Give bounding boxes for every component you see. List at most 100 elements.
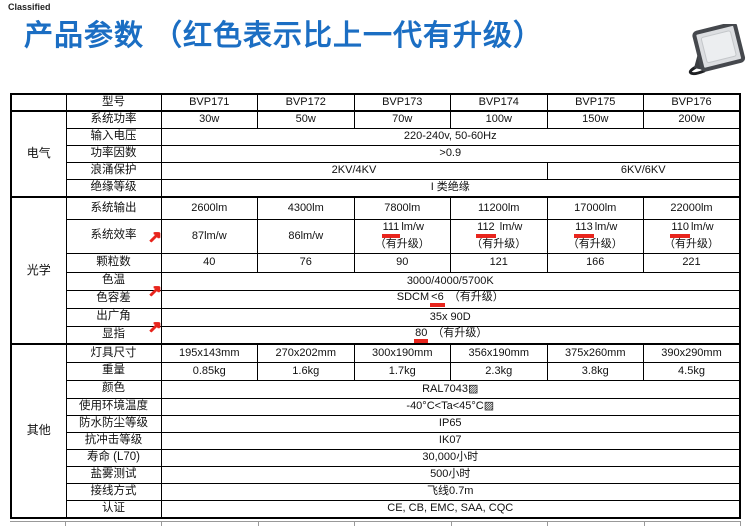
upgrade-note: （有升级）	[567, 237, 623, 250]
value-cell-upgraded: 110 lm/w （有升级）	[643, 218, 741, 254]
unit: lm/w	[496, 221, 523, 234]
table-row: 出广角 35x 90D	[11, 307, 741, 327]
table-row: 电气 系统功率 30w 50w 70w 100w 150w 200w	[10, 110, 741, 198]
table-row: 重量 0.85kg 1.6kg 1.7kg 2.3kg 3.8kg 4.5kg	[11, 361, 741, 381]
value-cell-upgraded: 113 lm/w （有升级）	[546, 218, 644, 254]
spec-table: 型号 BVP171 BVP172 BVP173 BVP174 BVP175 BV…	[10, 93, 741, 520]
group-label-optical: 光学	[10, 195, 67, 345]
value-cell: 87lm/w	[160, 218, 258, 254]
row-label-lifetime: 寿命 (L70)	[65, 448, 162, 467]
value-cell: 2KV/4KV	[160, 161, 548, 180]
table-row: 抗冲击等级 IK07	[11, 431, 741, 450]
floodlight-bracket	[688, 64, 711, 76]
table-row: 盐雾测试 500小时	[11, 465, 741, 484]
upgraded-value: 110	[670, 222, 690, 238]
table-row: 其他 灯具尺寸 195x143mm 270x202mm 300x190mm 35…	[10, 343, 741, 519]
upgrade-note: （有升级）	[471, 237, 527, 250]
classification-label: Classified	[8, 2, 51, 12]
model-header: BVP175	[546, 93, 644, 112]
value-cell: 200w	[643, 110, 741, 129]
value-cell: 121	[450, 252, 548, 273]
model-header: BVP176	[643, 93, 741, 112]
table-row: 色温 3000/4000/5700K	[11, 271, 741, 291]
upgraded-value: 113	[574, 222, 594, 238]
table-row: 防水防尘等级 IP65	[11, 414, 741, 433]
value-cell: 3000/4000/5700K	[160, 271, 741, 291]
row-label-text: 显指	[102, 328, 125, 341]
value-cell: 356x190mm	[450, 343, 548, 363]
value-cell: 220-240v, 50-60Hz	[160, 127, 741, 146]
partial-cell	[548, 522, 645, 526]
row-label-cct: 色温	[65, 271, 162, 291]
model-header: BVP172	[257, 93, 355, 112]
value-cell: 飞线0.7m	[160, 482, 741, 501]
upgrade-arrow-icon: ↗	[148, 228, 162, 246]
upgrade-arrow-icon: ↗	[148, 318, 162, 336]
table-row: 使用环境温度 -40°C<Ta<45°C▨	[11, 397, 741, 416]
partial-cell	[452, 522, 548, 526]
value-cell: 500小时	[160, 465, 741, 484]
row-label-pf: 功率因数	[65, 144, 162, 163]
value-cell: 22000lm	[643, 196, 741, 220]
row-label-text: 系统效率	[90, 229, 137, 242]
partial-cell	[645, 522, 741, 526]
table-row: 显指 ↗ 80 （有升级）	[11, 319, 741, 345]
floodlight-product-image	[688, 24, 746, 76]
unit: lm/w	[401, 221, 424, 234]
partial-cell	[66, 522, 162, 526]
value-cell: 30,000小时	[160, 448, 741, 467]
value-cell: 1.6kg	[257, 361, 355, 381]
row-label-text: 色容差	[96, 292, 131, 305]
table-row: 功率因数 >0.9	[11, 144, 741, 163]
value-cell: 4.5kg	[643, 361, 741, 381]
group-empty-cell	[10, 93, 67, 112]
model-header: BVP174	[450, 93, 548, 112]
row-label-output: 系统输出	[65, 196, 162, 220]
row-label-efficacy: 系统效率 ↗	[65, 218, 162, 254]
value-cell: 150w	[546, 110, 644, 129]
upgrade-note: （有升级）	[432, 326, 488, 339]
value-cell: 2.3kg	[450, 361, 548, 381]
table-row: 颜色 RAL7043▨	[11, 379, 741, 399]
value-cell: >0.9	[160, 144, 741, 163]
unit: lm/w	[594, 221, 618, 234]
row-label-cert: 认证	[65, 499, 162, 519]
value-cell-upgraded: 111 lm/w （有升级）	[353, 218, 451, 254]
model-header: BVP173	[353, 93, 451, 112]
row-label-cri: 显指 ↗	[65, 319, 162, 345]
table-row: 色容差 ↗ SDCM <6 （有升级）	[11, 283, 741, 309]
value-cell: 2600lm	[160, 196, 258, 220]
row-label-temp: 使用环境温度	[65, 397, 162, 416]
value-cell: 390x290mm	[643, 343, 741, 363]
upgraded-value: 111	[381, 222, 401, 238]
value-cell: CE, CB, EMC, SAA, CQC	[160, 499, 741, 519]
upgraded-value: 80	[414, 327, 429, 344]
row-label-size: 灯具尺寸	[65, 343, 162, 363]
upgrade-note: （有升级）	[448, 290, 504, 303]
value-cell: 300x190mm	[353, 343, 451, 363]
row-label-insulation: 绝缘等级	[65, 178, 162, 198]
row-label-wiring: 接线方式	[65, 482, 162, 501]
value-cell: 7800lm	[353, 196, 451, 220]
upgrade-arrow-icon: ↗	[148, 282, 162, 300]
value-cell: -40°C<Ta<45°C▨	[160, 397, 741, 416]
table-row: 接线方式 飞线0.7m	[11, 482, 741, 501]
table-row: 光学 系统输出 2600lm 4300lm 7800lm 11200lm 170…	[10, 195, 741, 345]
row-label-color: 颜色	[65, 379, 162, 399]
value-cell: 221	[643, 252, 741, 273]
partial-cell	[355, 522, 452, 526]
value-prefix: SDCM	[396, 290, 430, 303]
table-row-header: 型号 BVP171 BVP172 BVP173 BVP174 BVP175 BV…	[10, 93, 741, 112]
group-label-other: 其他	[10, 343, 67, 519]
value-cell: 166	[546, 252, 644, 273]
value-cell: 35x 90D	[160, 307, 741, 327]
table-row: 系统效率 ↗ 87lm/w 86lm/w 111 lm/w （有升级） 112 l…	[11, 218, 741, 254]
table-row: 输入电压 220-240v, 50-60Hz	[11, 127, 741, 146]
row-label-surge: 浪涌保护	[65, 161, 162, 180]
value-cell: 6KV/6KV	[546, 161, 741, 180]
value-cell-upgraded: SDCM <6 （有升级）	[160, 289, 741, 309]
row-label-power: 系统功率	[65, 110, 162, 129]
partial-cell	[162, 522, 259, 526]
model-header: BVP171	[160, 93, 258, 112]
value-cell: 50w	[257, 110, 355, 129]
